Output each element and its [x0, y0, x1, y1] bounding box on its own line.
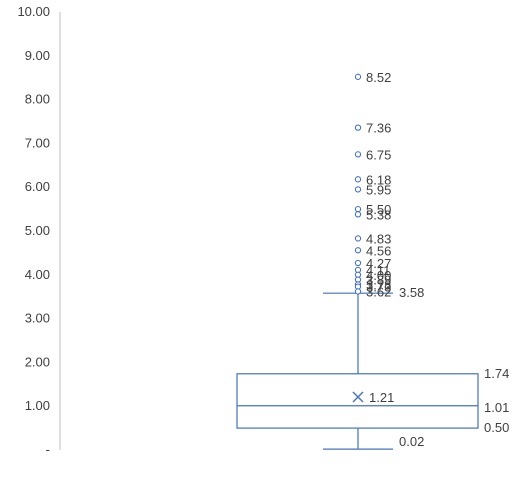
- min-label: 0.02: [399, 434, 424, 449]
- y-tick-label: 2.00: [25, 354, 50, 369]
- y-tick-label: 9.00: [25, 48, 50, 63]
- y-tick-label: 8.00: [25, 92, 50, 107]
- outlier-label: 4.83: [366, 231, 391, 246]
- y-axis-tick-labels: 10.00 9.00 8.00 7.00 6.00 5.00 4.00 3.00 2.00 1.0…: [17, 4, 50, 457]
- outlier-label: 8.52: [366, 70, 391, 85]
- outlier-point: [354, 176, 362, 183]
- outlier-label: 6.75: [366, 147, 391, 162]
- y-tick-label: 1.00: [25, 398, 50, 413]
- outlier-point: [354, 247, 362, 254]
- outlier-label: 4.27: [366, 256, 391, 271]
- outlier-label: 3.62: [366, 284, 391, 299]
- outlier-point: [354, 211, 362, 218]
- outlier-point: [354, 259, 362, 267]
- outlier-point: [354, 205, 362, 213]
- y-tick-label: 6.00: [25, 179, 50, 194]
- iqr-box: [236, 373, 479, 429]
- outlier-label: 3.89: [366, 273, 391, 288]
- outlier-label: 6.18: [366, 172, 391, 187]
- y-tick-label: 10.00: [17, 4, 50, 19]
- outlier-point: [354, 235, 362, 242]
- q3-label: 1.74: [484, 366, 509, 381]
- outlier-label: 5.38: [366, 207, 391, 222]
- y-tick-label: 3.00: [25, 311, 50, 326]
- mean-marker: [352, 391, 364, 403]
- y-tick-label: -: [46, 442, 50, 457]
- outlier-point: [354, 151, 362, 158]
- outlier-label: 5.95: [366, 182, 391, 197]
- q1-label: 0.50: [484, 420, 509, 435]
- y-tick-label: 7.00: [25, 135, 50, 150]
- outlier-point: [354, 288, 362, 295]
- mean-marker-stroke: [352, 391, 364, 403]
- outlier-points: 8.52 7.36 6.75 6.185.95 5.505.38 4.834.564.27…: [354, 70, 391, 299]
- y-tick-label: 5.00: [25, 223, 50, 238]
- median-label: 1.01: [484, 400, 509, 415]
- outlier-label: 4.56: [366, 243, 391, 258]
- outlier-point: [354, 124, 362, 131]
- box-plot: 1.74 1.01 0.50 1.21 3.58 0.02: [236, 285, 509, 450]
- outlier-label: 7.36: [366, 121, 391, 136]
- outlier-point: [354, 73, 362, 80]
- outlier-label: 3.78: [366, 277, 391, 292]
- mean-label: 1.21: [369, 390, 394, 405]
- upper-whisker-label: 3.58: [399, 285, 424, 300]
- outlier-label: 3.73: [366, 280, 391, 295]
- outlier-label: 4.00: [366, 268, 391, 283]
- outlier-point: [354, 186, 362, 193]
- outlier-label: 4.11: [366, 263, 390, 278]
- outlier-label: 5.50: [366, 202, 391, 217]
- y-tick-label: 4.00: [25, 267, 50, 282]
